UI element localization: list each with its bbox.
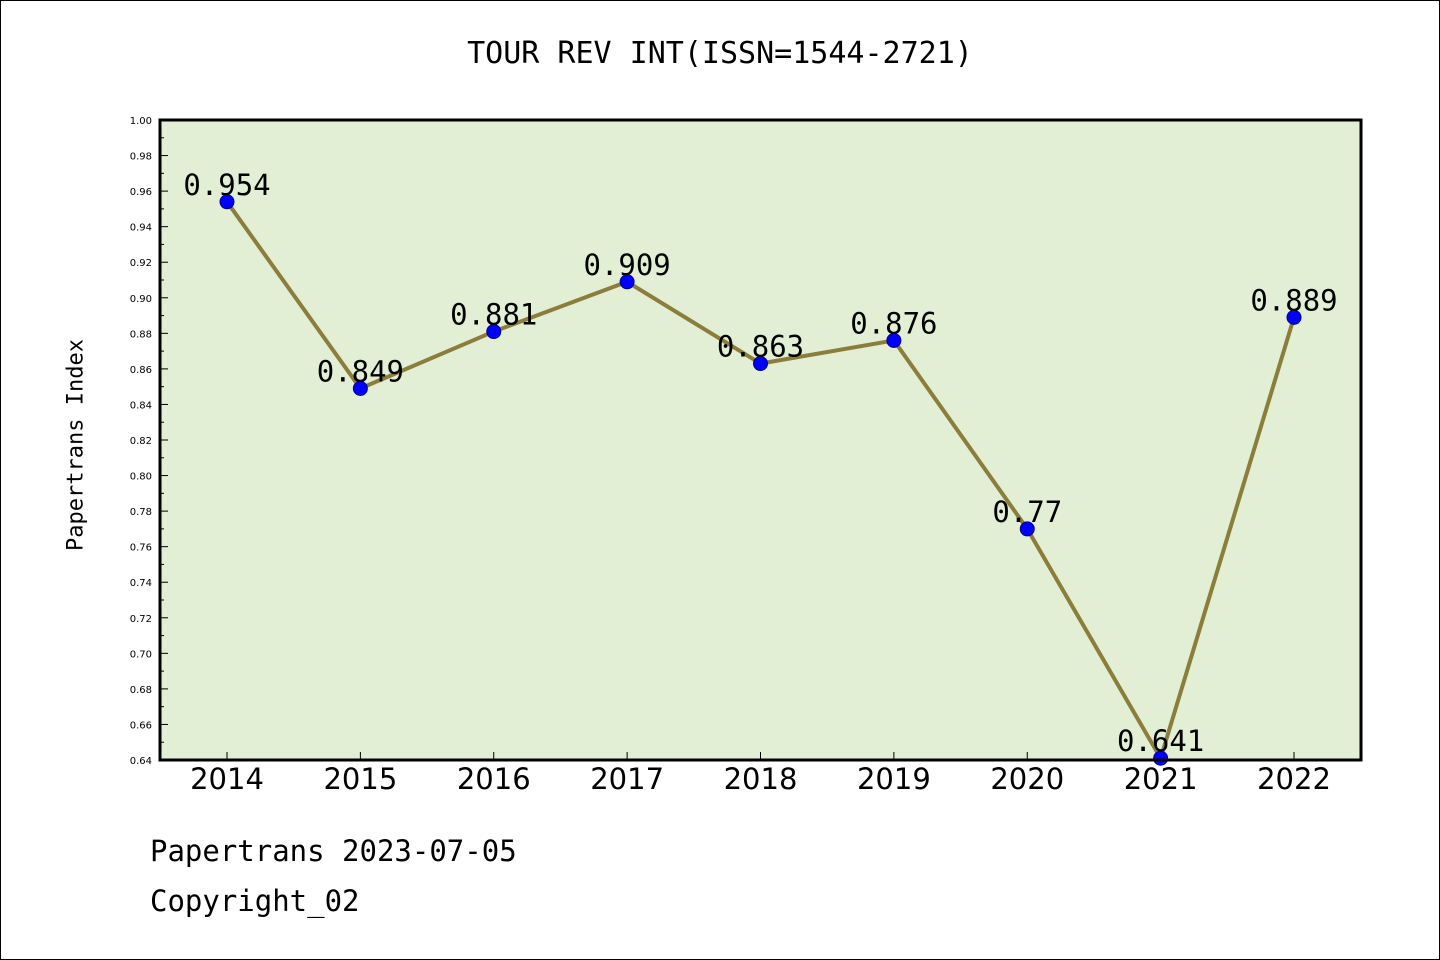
- data-label: 0.77: [992, 495, 1062, 529]
- y-tick-label: 0.86: [130, 365, 152, 376]
- x-tick-label: 2018: [724, 762, 798, 796]
- y-tick-label: 0.64: [130, 756, 152, 767]
- y-axis-ticks: 0.64 0.66 0.68 0.70 0.72 0.74 0.76 0.78 0.80 0.82…: [130, 116, 168, 767]
- data-label: 0.881: [450, 298, 537, 332]
- y-tick-label: 0.82: [130, 436, 152, 447]
- x-tick-label: 2021: [1124, 762, 1198, 796]
- y-tick-label: 0.74: [130, 578, 152, 589]
- y-tick-label: 0.88: [130, 329, 152, 340]
- x-tick-label: 2019: [857, 762, 931, 796]
- plot-border: [158, 118, 1363, 762]
- y-tick-label: 0.70: [130, 649, 152, 660]
- data-label: 0.849: [317, 354, 404, 388]
- x-tick-label: 2022: [1257, 762, 1331, 796]
- data-point: [753, 356, 768, 372]
- data-point: [886, 332, 902, 348]
- y-tick-label: 0.80: [130, 472, 152, 483]
- data-label: 0.889: [1250, 283, 1337, 317]
- y-tick-label: 0.84: [130, 400, 152, 411]
- data-point: [486, 324, 502, 340]
- y-tick-label: 0.98: [130, 152, 152, 163]
- x-axis-ticks: 2014 2015 2016 2017 2018 2019 2020 2021 2022: [190, 752, 1331, 796]
- x-tick-label: 2015: [323, 762, 397, 796]
- chart-title: TOUR REV INT(ISSN=1544-2721): [467, 36, 973, 71]
- data-point: [619, 274, 635, 290]
- y-tick-label: 0.92: [130, 258, 152, 269]
- y-tick-label: 0.66: [130, 720, 152, 731]
- data-point: [1153, 750, 1169, 766]
- data-label: 0.641: [1117, 724, 1204, 758]
- x-tick-label: 2016: [457, 762, 531, 796]
- x-tick-label: 2020: [990, 762, 1064, 796]
- y-tick-label: 0.72: [130, 614, 152, 625]
- y-tick-label: 0.96: [130, 187, 152, 198]
- y-tick-label: 1.00: [130, 116, 152, 127]
- data-point: [1286, 309, 1302, 325]
- data-label: 0.876: [850, 306, 937, 340]
- data-point: [219, 194, 235, 210]
- y-tick-label: 0.90: [130, 294, 152, 305]
- y-tick-label: 0.76: [130, 543, 152, 554]
- y-tick-label: 0.78: [130, 507, 152, 518]
- data-label-group: 0.954 0.849 0.881 0.909 0.863 0.876 0.77 0.641 0…: [183, 168, 1337, 758]
- footer-date: Papertrans 2023-07-05: [150, 834, 517, 868]
- data-label: 0.909: [583, 248, 670, 282]
- x-tick-label: 2017: [590, 762, 664, 796]
- data-label: 0.863: [717, 330, 804, 364]
- y-tick-label: 0.94: [130, 223, 152, 234]
- data-point: [1019, 521, 1035, 537]
- data-label: 0.954: [183, 168, 270, 202]
- footer-copyright: Copyright_02: [150, 884, 360, 918]
- plot-area: [160, 120, 1361, 760]
- data-point: [352, 380, 368, 396]
- y-tick-label: 0.68: [130, 685, 152, 696]
- data-point-group: [219, 194, 1302, 766]
- x-tick-label: 2014: [190, 762, 264, 796]
